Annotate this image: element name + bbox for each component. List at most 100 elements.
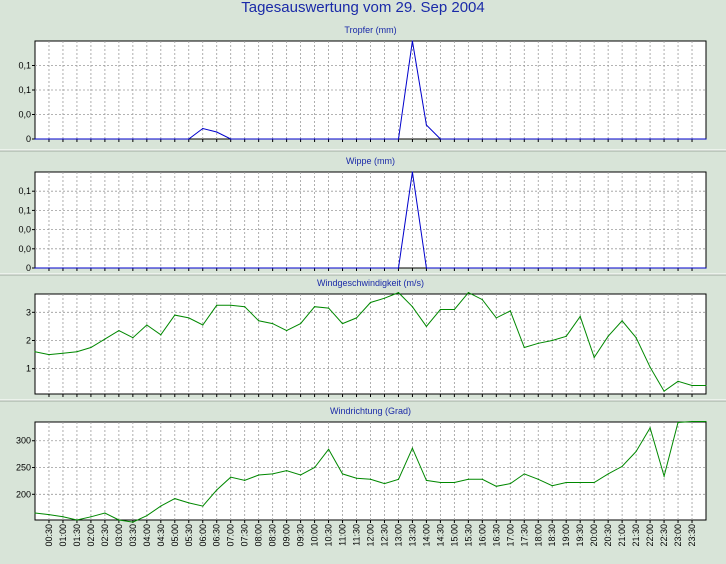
data-point <box>593 267 595 269</box>
data-point <box>313 466 316 469</box>
y-tick-label: 0,1 <box>18 205 31 215</box>
x-tick-label: 10:00 <box>310 524 320 547</box>
x-tick-label: 00:30 <box>44 524 54 547</box>
y-tick-label: 0,0 <box>18 244 31 254</box>
data-point <box>635 138 637 140</box>
data-point <box>160 267 162 269</box>
x-tick-label: 10:30 <box>324 524 334 547</box>
data-point <box>216 131 218 133</box>
data-point <box>244 306 246 308</box>
data-point <box>649 427 651 429</box>
data-point <box>565 481 567 484</box>
data-point <box>230 476 232 478</box>
data-point <box>90 267 92 269</box>
data-point <box>481 299 483 301</box>
data-point <box>355 477 358 479</box>
x-tick-label: 02:30 <box>100 524 110 547</box>
data-point <box>383 297 386 299</box>
data-point <box>677 421 679 424</box>
x-tick-label: 07:30 <box>240 524 250 547</box>
data-point <box>202 505 204 507</box>
x-tick-label: 01:00 <box>58 524 68 547</box>
data-point <box>453 481 455 484</box>
data-point <box>537 342 539 344</box>
data-point <box>635 337 637 339</box>
data-point <box>369 138 372 140</box>
data-point <box>118 138 120 140</box>
data-point <box>272 473 274 475</box>
data-point <box>258 474 260 476</box>
data-point <box>202 324 204 326</box>
data-point <box>537 267 539 269</box>
data-point <box>132 138 134 140</box>
data-point <box>369 478 372 480</box>
data-point <box>34 512 36 514</box>
x-tick-label: 16:30 <box>491 524 501 547</box>
y-tick-label: 200 <box>16 489 31 499</box>
data-point <box>327 307 330 309</box>
data-point <box>327 448 330 450</box>
data-point <box>411 171 414 173</box>
x-tick-label: 04:00 <box>142 524 152 547</box>
x-tick-label: 20:30 <box>603 524 613 547</box>
data-point <box>705 384 707 387</box>
data-point <box>146 515 148 517</box>
data-point <box>663 138 665 140</box>
data-point <box>649 366 651 368</box>
data-point <box>258 320 260 322</box>
x-tick-label: 18:00 <box>533 524 543 547</box>
data-point <box>174 138 176 140</box>
data-point <box>90 516 92 518</box>
data-point <box>635 450 637 453</box>
x-tick-label: 14:30 <box>435 524 445 547</box>
y-tick-label: 250 <box>16 463 31 473</box>
x-tick-label: 02:00 <box>86 524 96 547</box>
y-tick-label: 0,0 <box>18 110 31 120</box>
data-point <box>160 505 162 507</box>
data-point <box>411 306 414 308</box>
data-point <box>90 138 92 140</box>
data-point <box>216 304 218 306</box>
x-tick-label: 08:30 <box>268 524 278 547</box>
x-tick-label: 23:00 <box>673 524 683 547</box>
x-tick-label: 13:00 <box>394 524 404 547</box>
data-point <box>216 489 218 491</box>
x-tick-label: 21:30 <box>631 524 641 547</box>
x-tick-label: 15:00 <box>449 524 459 547</box>
data-point <box>48 514 50 516</box>
panel-title: Windgeschwindigkeit (m/s) <box>317 278 424 288</box>
y-tick-label: 3 <box>26 307 31 317</box>
data-point <box>551 339 553 342</box>
data-point <box>593 356 595 358</box>
x-tick-label: 11:00 <box>338 524 348 546</box>
data-point <box>313 306 316 308</box>
data-point <box>397 138 400 140</box>
data-point <box>244 138 246 140</box>
data-point <box>551 267 553 269</box>
data-point <box>104 512 106 514</box>
data-point <box>118 330 120 332</box>
data-point <box>607 138 609 140</box>
data-point <box>537 138 539 140</box>
x-tick-label: 05:30 <box>184 524 194 547</box>
y-tick-label: 0,1 <box>18 186 31 196</box>
data-point <box>523 346 525 349</box>
data-point <box>565 335 567 337</box>
data-point <box>705 267 707 269</box>
data-point <box>607 267 609 269</box>
data-point <box>369 301 372 304</box>
data-point <box>355 138 358 140</box>
data-point <box>495 317 497 319</box>
data-point <box>691 384 693 387</box>
data-point <box>523 267 525 269</box>
data-point <box>244 479 246 481</box>
data-point <box>677 267 679 269</box>
data-point <box>621 138 623 140</box>
data-point <box>132 521 134 523</box>
data-point <box>565 138 567 140</box>
y-tick-label: 0 <box>26 263 31 273</box>
x-tick-label: 19:00 <box>561 524 571 547</box>
data-point <box>621 267 623 269</box>
data-point <box>146 324 148 326</box>
data-point <box>62 352 64 354</box>
